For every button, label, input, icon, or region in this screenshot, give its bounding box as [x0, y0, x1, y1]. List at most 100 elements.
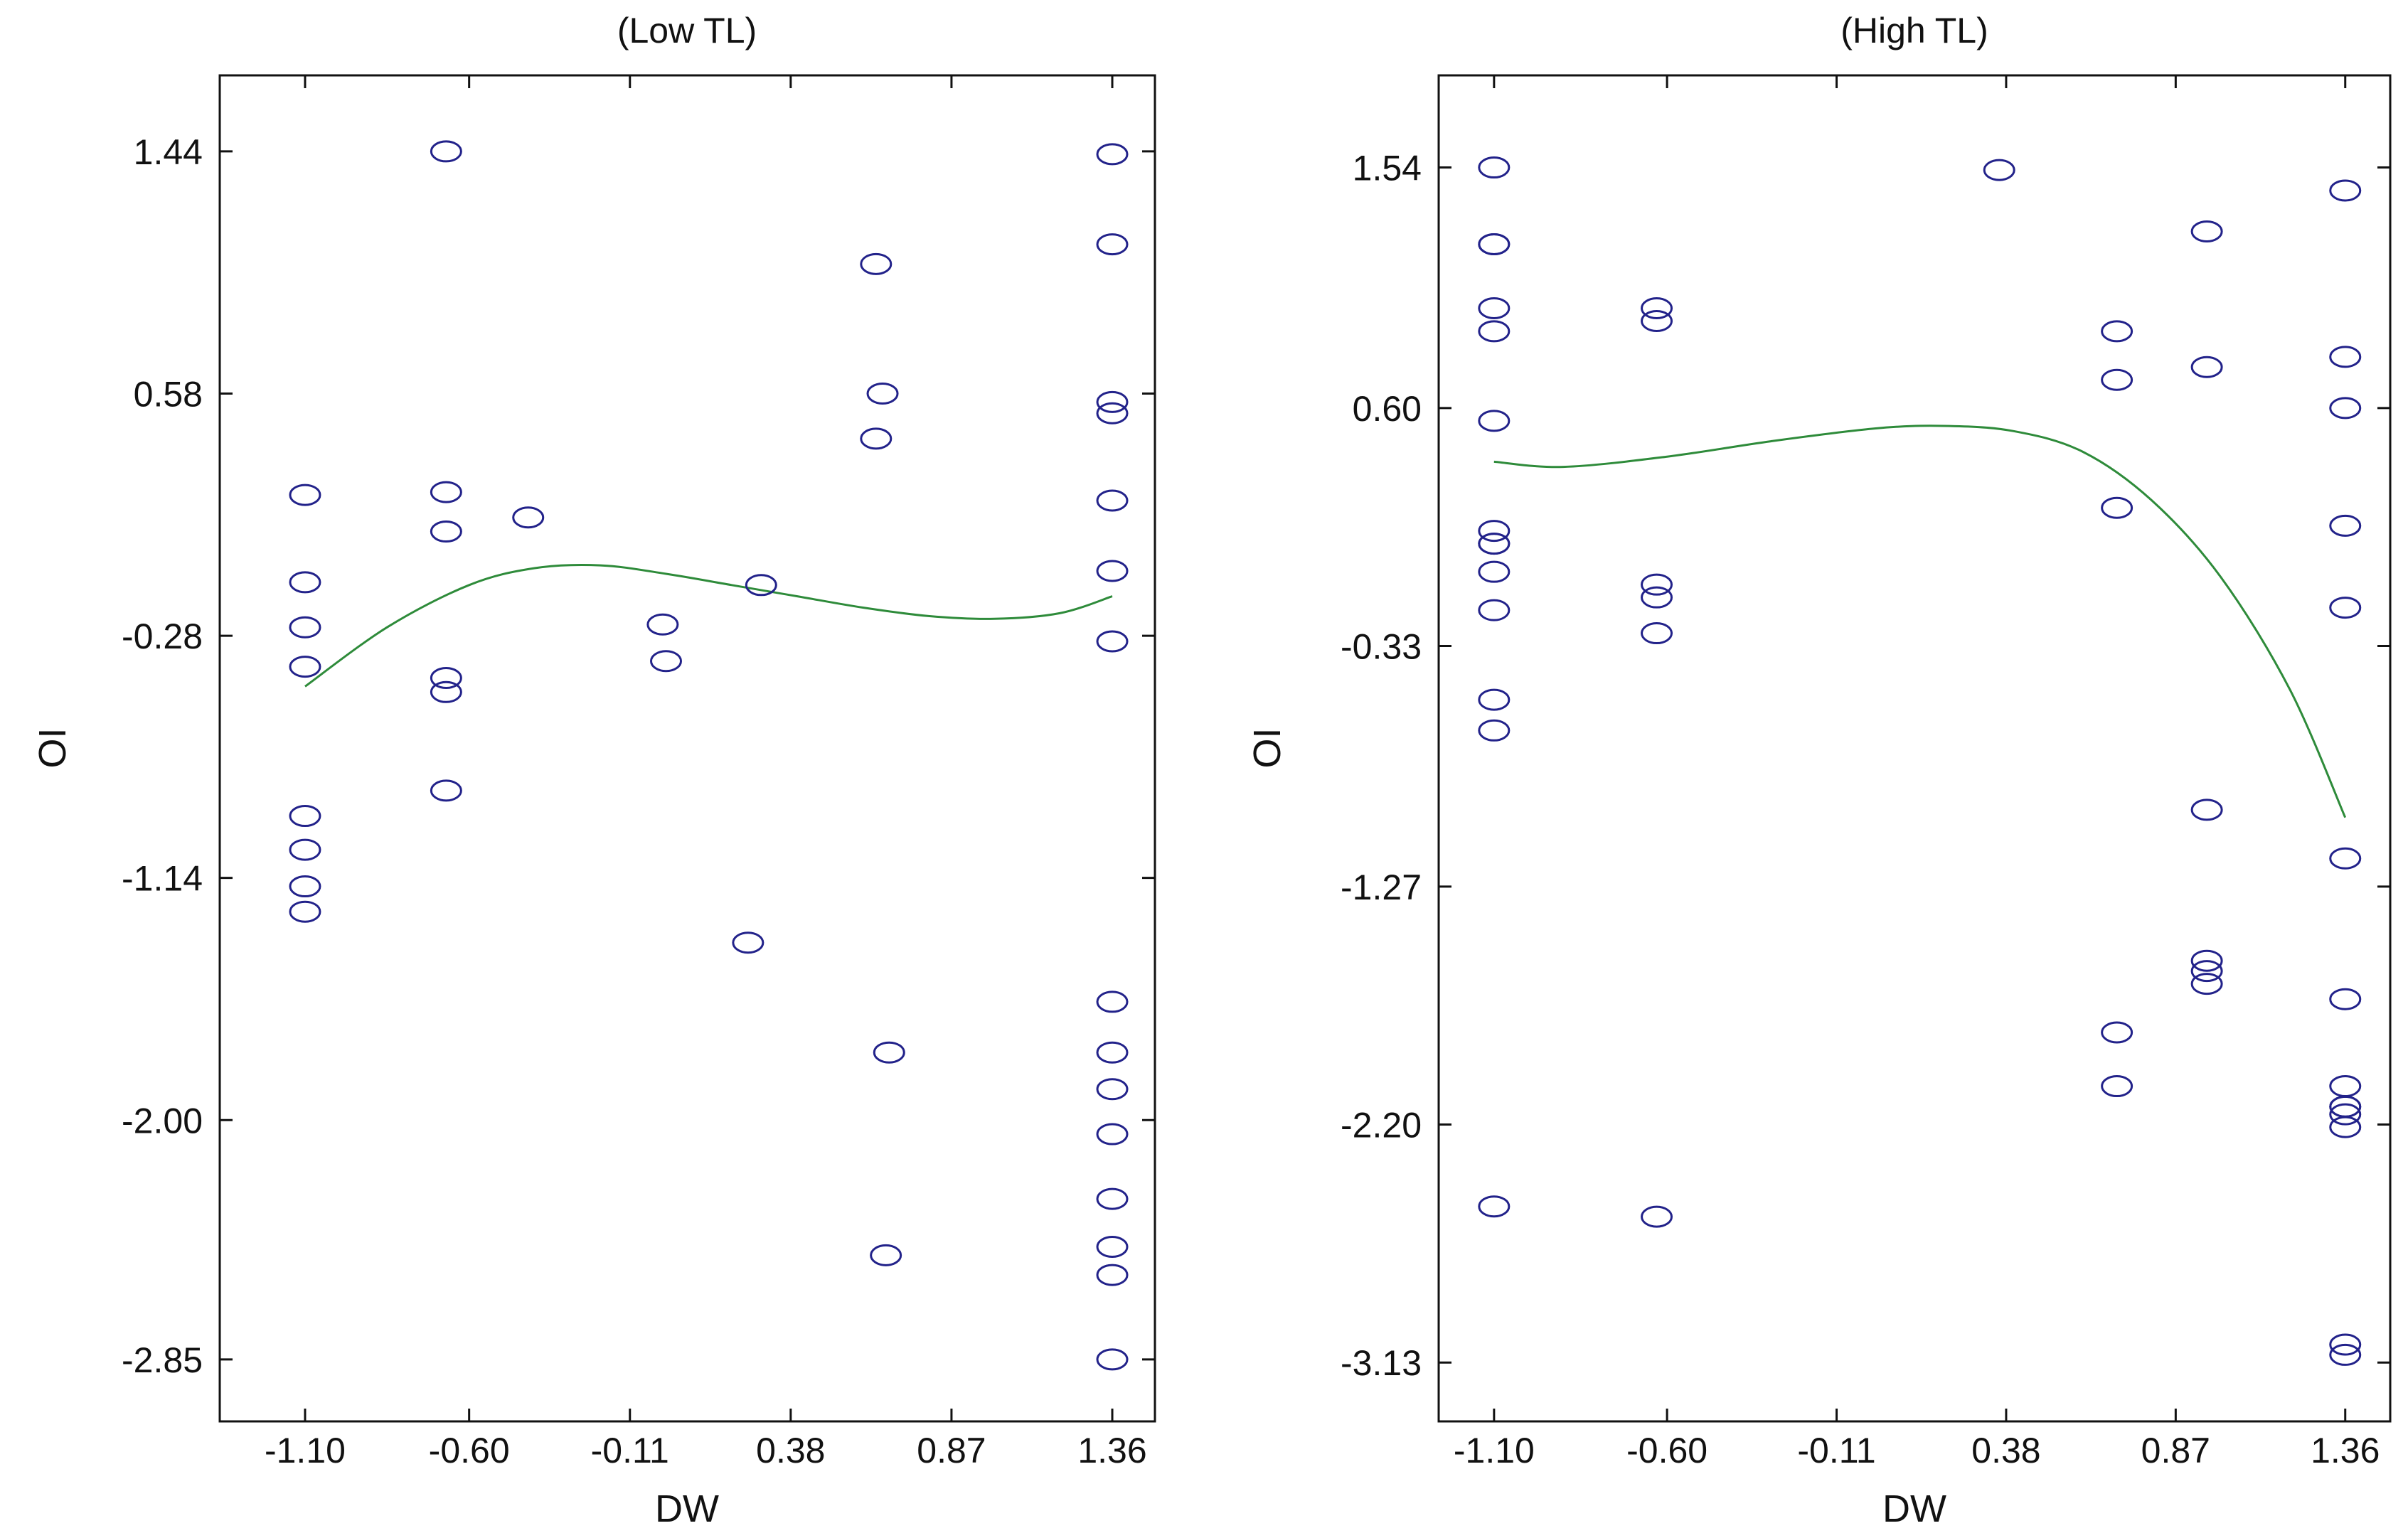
data-point — [1478, 1195, 1511, 1218]
data-point — [1096, 1123, 1129, 1146]
plot-frame — [1437, 74, 2392, 1423]
y-tick-label: -1.14 — [122, 859, 203, 899]
tick-marks — [1439, 75, 2390, 1421]
data-point — [430, 666, 462, 689]
x-tick-label: -0.60 — [1626, 1431, 1708, 1470]
data-point — [1641, 1205, 1673, 1228]
x-axis-label: DW — [655, 1488, 719, 1530]
x-tick-label: 1.36 — [2311, 1431, 2380, 1470]
y-tick-label: 1.44 — [134, 132, 203, 172]
data-point — [2190, 220, 2223, 243]
plot-frame — [218, 74, 1156, 1423]
data-point — [732, 931, 765, 954]
data-point — [289, 616, 321, 639]
x-axis-label: DW — [1882, 1488, 1946, 1530]
y-axis-label: OI — [31, 727, 74, 768]
data-point — [2329, 1333, 2362, 1356]
x-tick-label: 1.36 — [1077, 1431, 1146, 1470]
data-point — [1478, 520, 1511, 543]
x-tick-label: -1.10 — [1454, 1431, 1535, 1470]
data-point — [1096, 402, 1129, 424]
data-point — [1096, 990, 1129, 1013]
tick-labels: -1.10 -0.60 -0.11 0.38 0.87 1.36 1.54 0.60 -0.33… — [1341, 149, 2380, 1470]
data-point — [430, 779, 462, 802]
data-point — [1478, 533, 1511, 555]
data-point — [2329, 346, 2362, 368]
data-point — [866, 383, 899, 405]
data-point — [1478, 156, 1511, 179]
data-points — [1478, 156, 2362, 1366]
data-point — [1478, 560, 1511, 583]
data-point — [2190, 960, 2223, 983]
fit-curve — [304, 563, 1113, 688]
data-point — [2329, 397, 2362, 420]
data-point — [2329, 988, 2362, 1010]
data-point — [1096, 1187, 1129, 1210]
data-point — [289, 875, 321, 898]
data-point — [289, 484, 321, 506]
data-point — [1641, 297, 1673, 319]
data-point — [289, 900, 321, 923]
data-point — [1096, 1235, 1129, 1258]
data-point — [870, 1244, 902, 1266]
data-point — [1478, 410, 1511, 432]
data-point — [1983, 159, 2015, 181]
data-point — [2190, 949, 2223, 972]
y-tick-label: 0.58 — [134, 375, 203, 415]
data-point — [1096, 233, 1129, 256]
data-point — [860, 252, 893, 275]
data-point — [1096, 560, 1129, 582]
data-point — [1641, 586, 1673, 609]
data-point — [646, 613, 679, 636]
data-point — [2329, 847, 2362, 870]
data-point — [289, 571, 321, 594]
data-point — [289, 805, 321, 828]
fit-curve — [1493, 424, 2347, 818]
data-point — [2329, 514, 2362, 537]
data-point — [2190, 356, 2223, 378]
data-point — [2101, 1021, 2133, 1044]
y-tick-label: 1.54 — [1353, 149, 1422, 188]
x-tick-label: 0.38 — [756, 1431, 825, 1470]
data-point — [289, 656, 321, 678]
data-point — [2101, 496, 2133, 519]
tick-labels: -1.10 -0.60 -0.11 0.38 0.87 1.36 1.44 0.58 -0.28… — [122, 132, 1147, 1470]
data-point — [860, 427, 893, 450]
x-tick-label: 0.87 — [2141, 1431, 2210, 1470]
data-point — [1096, 390, 1129, 413]
data-point — [430, 140, 462, 163]
x-tick-label: -0.11 — [591, 1431, 669, 1470]
y-tick-label: -3.13 — [1341, 1343, 1422, 1383]
data-point — [512, 506, 545, 529]
tick-marks — [220, 75, 1155, 1421]
data-point — [1478, 688, 1511, 711]
data-point — [1096, 143, 1129, 166]
chart-title: (Low TL) — [617, 11, 757, 50]
data-point — [2190, 799, 2223, 821]
scatter-panel-high-tl: (High TL) DW OI -1.10 -0.60 -0.11 0.38 0.87 1… — [1246, 11, 2392, 1530]
data-point — [1478, 297, 1511, 319]
data-point — [1096, 630, 1129, 653]
x-tick-label: -1.10 — [265, 1431, 346, 1470]
data-point — [2329, 1343, 2362, 1366]
data-point — [2190, 973, 2223, 995]
data-point — [430, 520, 462, 543]
data-point — [289, 838, 321, 861]
x-tick-label: -0.11 — [1797, 1431, 1875, 1470]
data-point — [1096, 1348, 1129, 1371]
data-point — [1641, 622, 1673, 645]
chart-title: (High TL) — [1840, 11, 1988, 50]
y-axis-label: OI — [1246, 727, 1289, 768]
data-point — [2329, 597, 2362, 619]
data-point — [1478, 320, 1511, 343]
fit-curve-group — [304, 563, 1113, 688]
y-tick-label: -0.28 — [122, 616, 203, 656]
data-point — [2329, 1103, 2362, 1126]
data-point — [650, 650, 683, 673]
data-point — [2101, 1075, 2133, 1098]
data-point — [1096, 489, 1129, 512]
data-point — [1478, 599, 1511, 621]
y-tick-label: 0.60 — [1353, 389, 1422, 429]
data-point — [430, 680, 462, 703]
